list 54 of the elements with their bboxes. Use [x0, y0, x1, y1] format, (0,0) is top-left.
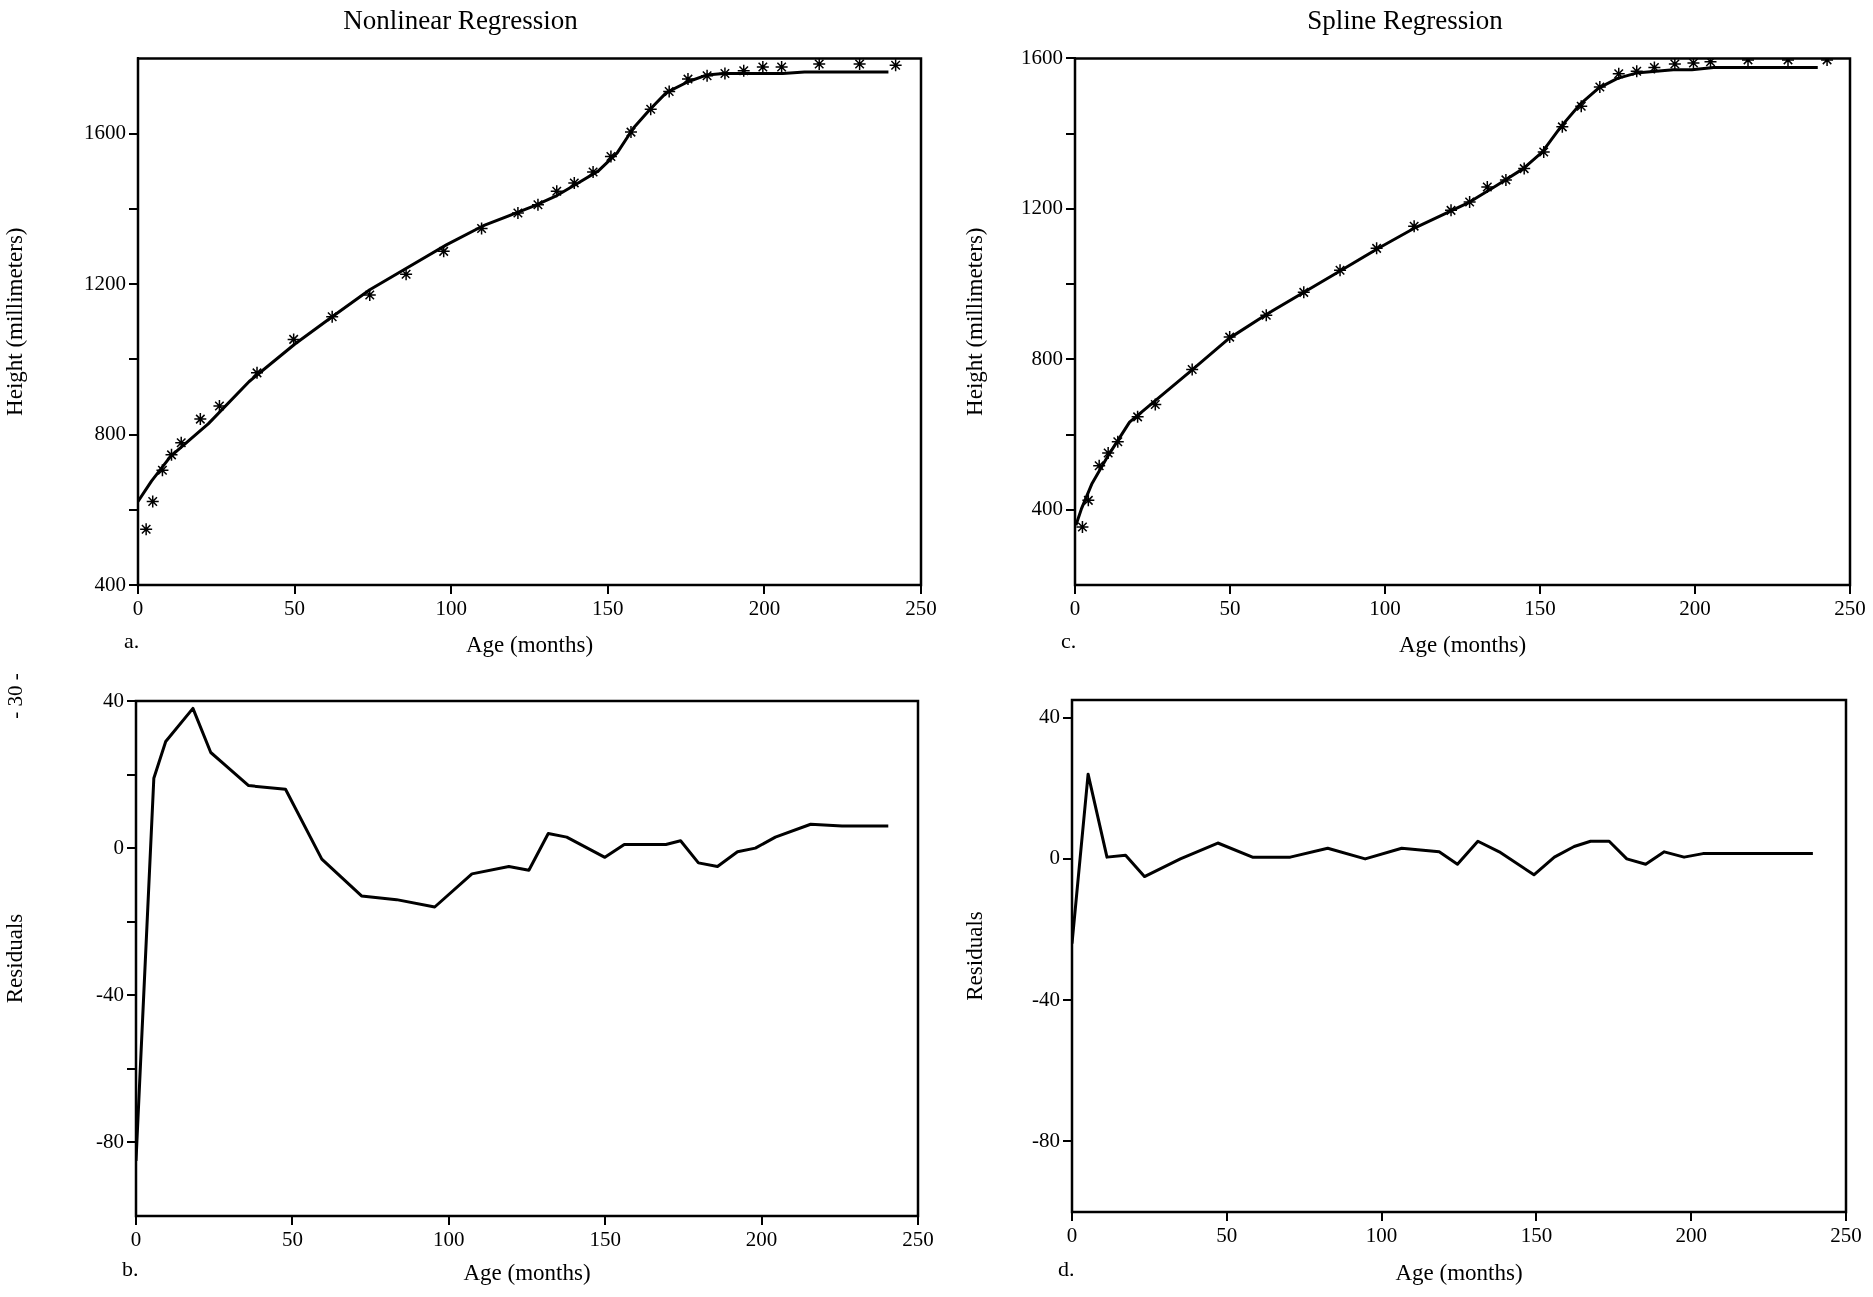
y-axis-title: Height (millimeters) [1, 227, 27, 416]
y-tick-label: 1200 [1021, 195, 1063, 220]
y-tick-label: 800 [94, 421, 126, 446]
x-tick-label: 100 [435, 596, 467, 621]
x-tick-label: 200 [748, 596, 781, 621]
x-tick-label: 0 [130, 1227, 142, 1252]
chart-title: Nonlinear Regression [343, 5, 579, 36]
y-tick-label: 1200 [84, 270, 126, 295]
y-tick-label: 400 [1031, 496, 1063, 521]
x-tick-label: 50 [281, 1227, 303, 1252]
x-tick-label: 100 [1365, 1223, 1398, 1248]
y-tick-label: -40 [1032, 986, 1060, 1011]
x-axis-title: Age (months) [465, 632, 594, 658]
x-tick-label: 250 [905, 596, 937, 621]
x-axis-title: Age (months) [1395, 1260, 1523, 1286]
text: d. [1058, 1255, 1075, 1281]
x-tick-label: 0 [132, 596, 144, 621]
x-tick-label: 100 [1369, 596, 1401, 621]
x-tick-label: 250 [1834, 596, 1866, 621]
x-tick-label: 50 [1219, 596, 1241, 621]
text: - 30 - [2, 673, 27, 719]
x-tick-label: 0 [1069, 596, 1081, 621]
text: c. [1061, 627, 1077, 653]
y-axis-title: Height (millimeters) [961, 227, 987, 416]
y-tick-label: 1600 [1021, 44, 1063, 69]
x-tick-label: 50 [1216, 1223, 1238, 1248]
y-tick-label: 0 [113, 834, 124, 859]
x-axis-title: Age (months) [463, 1260, 591, 1286]
x-tick-label: 200 [1675, 1223, 1707, 1248]
x-tick-label: 100 [433, 1227, 465, 1252]
x-tick-label: 150 [1524, 596, 1556, 621]
y-tick-label: 800 [1031, 345, 1063, 370]
x-tick-label: 150 [592, 596, 624, 621]
y-tick-label: 1600 [84, 120, 126, 145]
y-tick-label: 0 [1049, 845, 1060, 870]
y-axis-title: Residuals [961, 911, 987, 1001]
x-tick-label: 200 [1679, 596, 1711, 621]
x-tick-label: 150 [1520, 1223, 1553, 1248]
x-tick-label: 150 [589, 1227, 621, 1252]
y-tick-label: 40 [1039, 704, 1060, 729]
x-tick-label: 250 [1830, 1223, 1862, 1248]
y-tick-label: -40 [96, 981, 124, 1006]
chart-title: Spline Regression [1307, 5, 1504, 36]
y-axis-title: Residuals [1, 913, 27, 1004]
y-tick-label: 40 [103, 687, 124, 712]
x-tick-label: 200 [745, 1227, 778, 1252]
text: a. [124, 627, 140, 653]
text: b. [122, 1255, 139, 1281]
x-tick-label: 250 [902, 1227, 934, 1252]
x-axis-title: Age (months) [1398, 632, 1527, 658]
y-tick-label: 400 [94, 571, 126, 596]
y-tick-label: -80 [96, 1128, 124, 1153]
y-tick-label: -80 [1032, 1127, 1060, 1152]
x-tick-label: 50 [284, 596, 306, 621]
